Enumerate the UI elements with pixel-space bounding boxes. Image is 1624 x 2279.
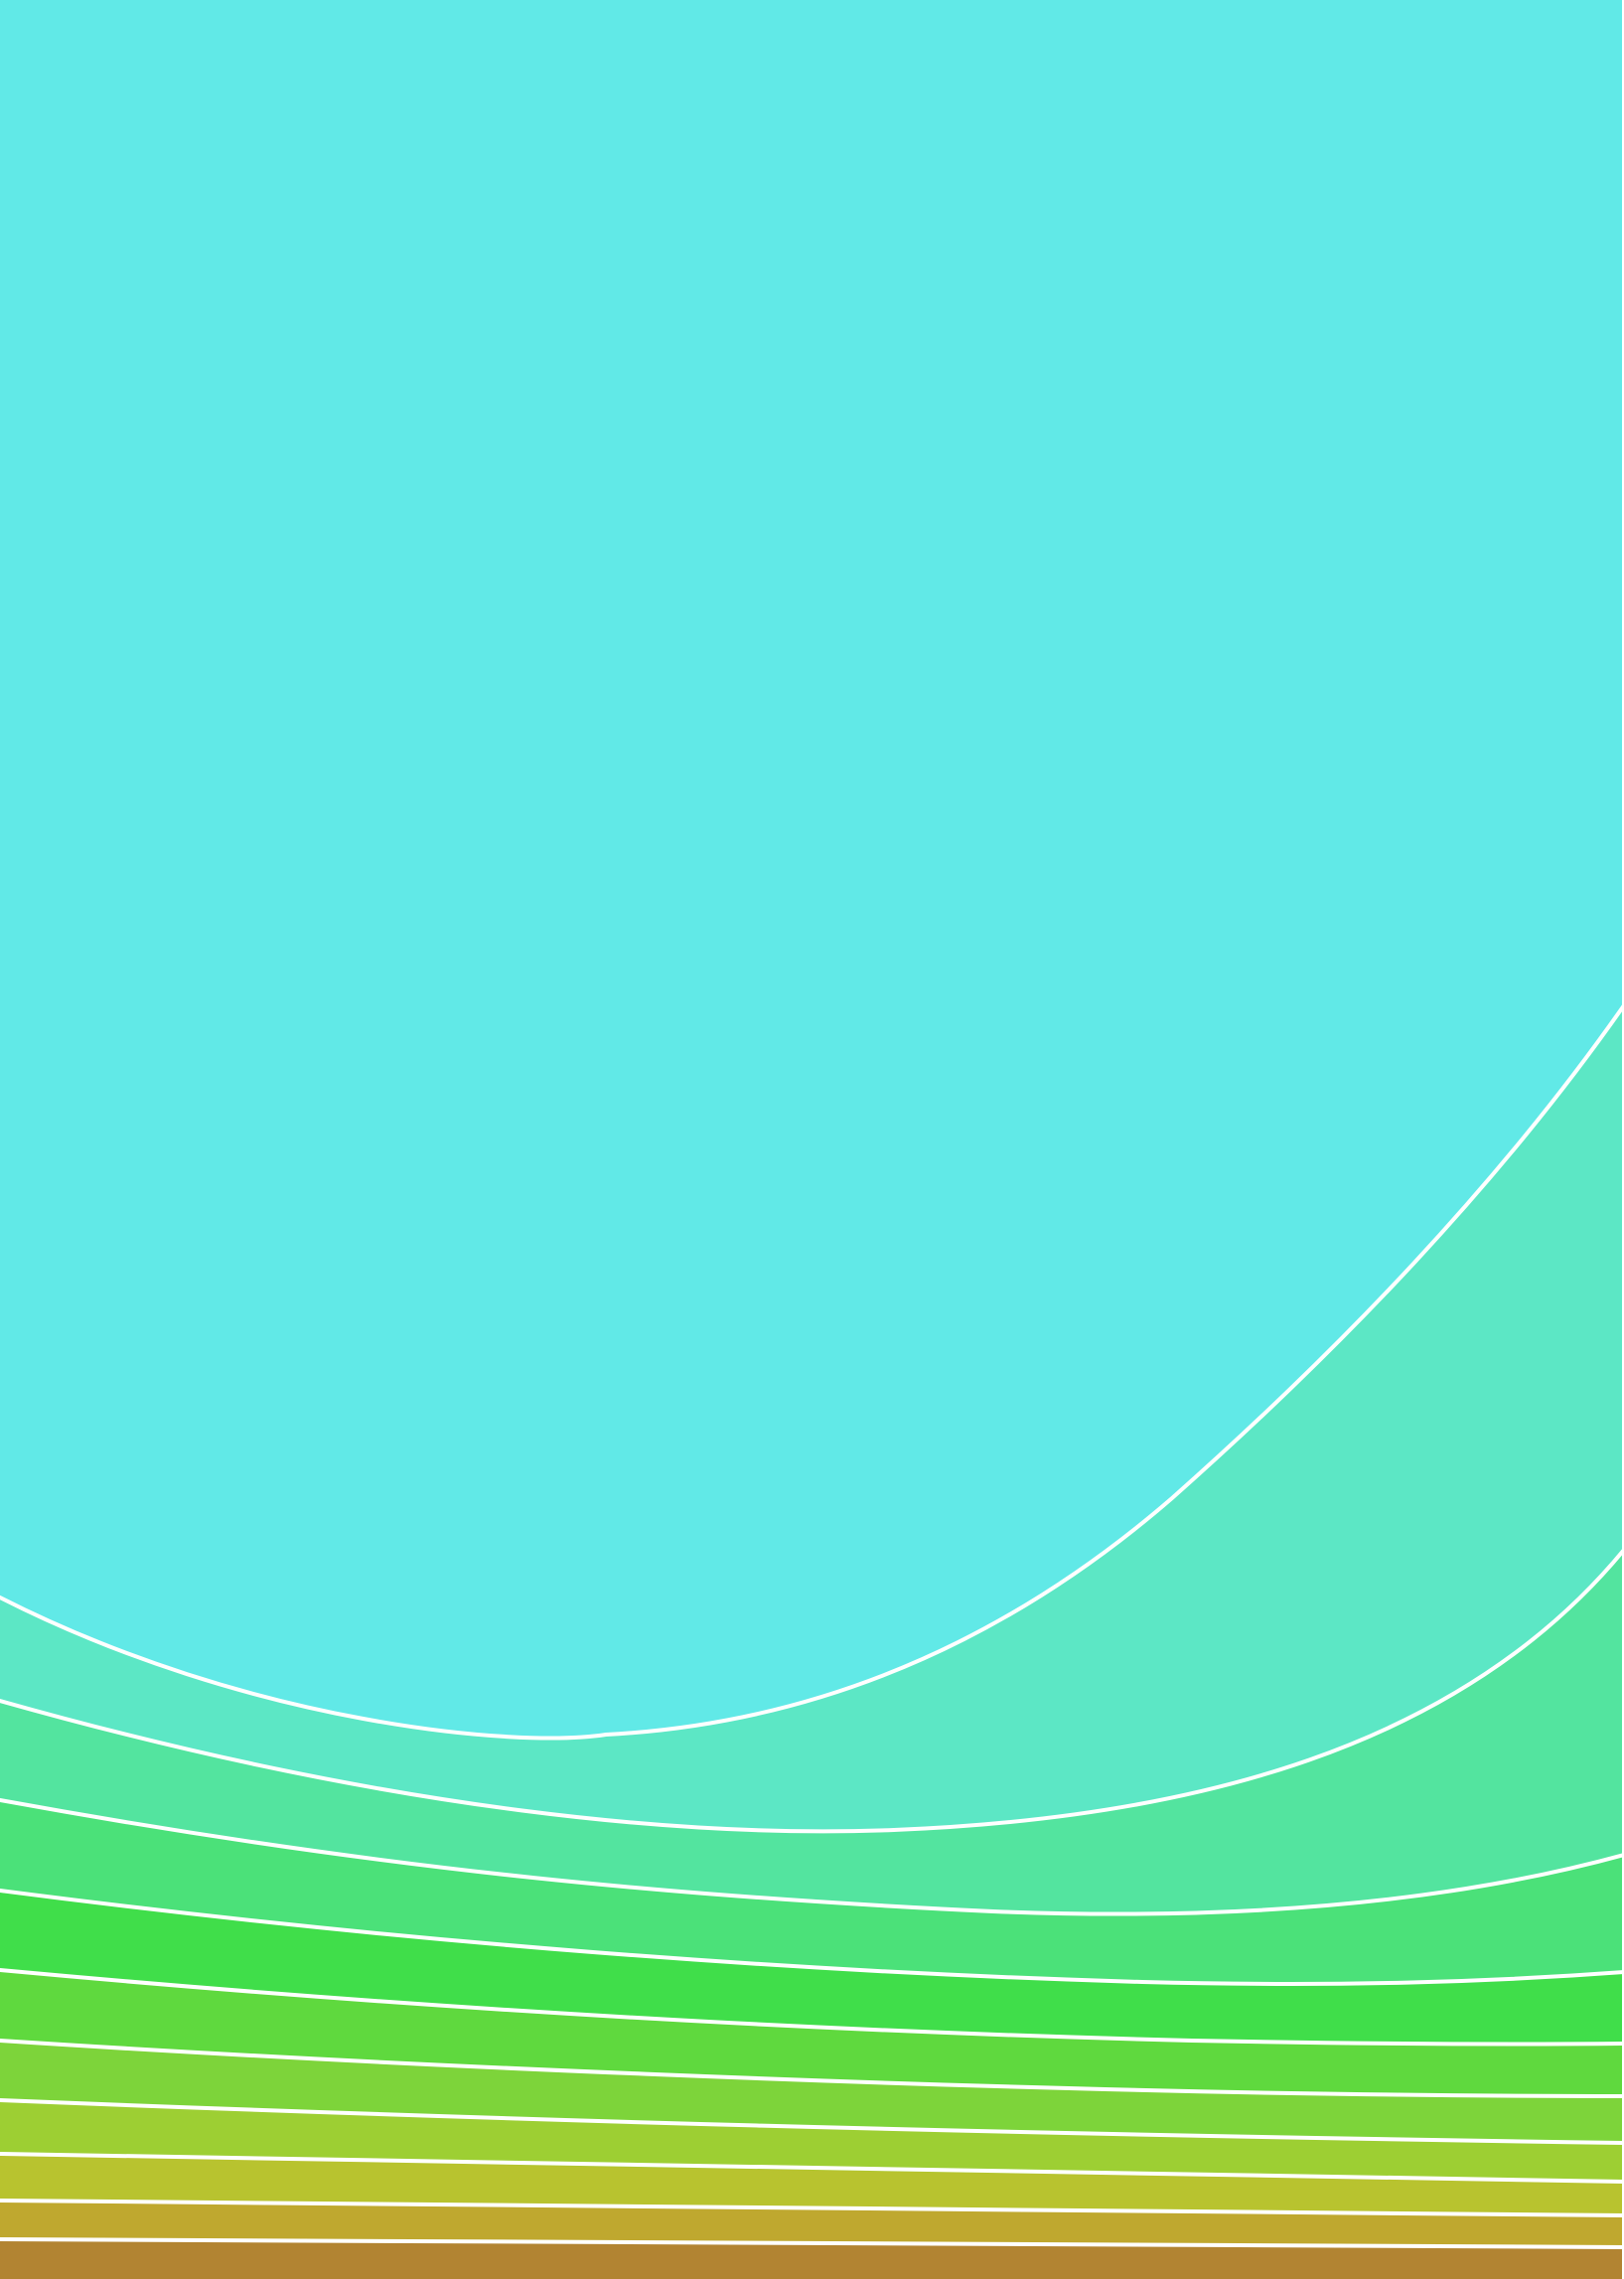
contour-line-2 xyxy=(0,1548,1624,1834)
contour-line-7 xyxy=(0,2098,1624,2145)
right-edge-border xyxy=(1622,0,1624,2279)
contour-line-6 xyxy=(0,2039,1624,2098)
contour-line-5 xyxy=(0,1968,1624,2047)
contour-line-3 xyxy=(0,1798,1624,1916)
band-11 xyxy=(0,2239,1624,2279)
contour-line-9 xyxy=(0,2199,1624,2217)
contour-line-1 xyxy=(0,1003,1624,1741)
contour-line-10 xyxy=(0,2237,1624,2249)
contour-line-4 xyxy=(0,1889,1624,1986)
